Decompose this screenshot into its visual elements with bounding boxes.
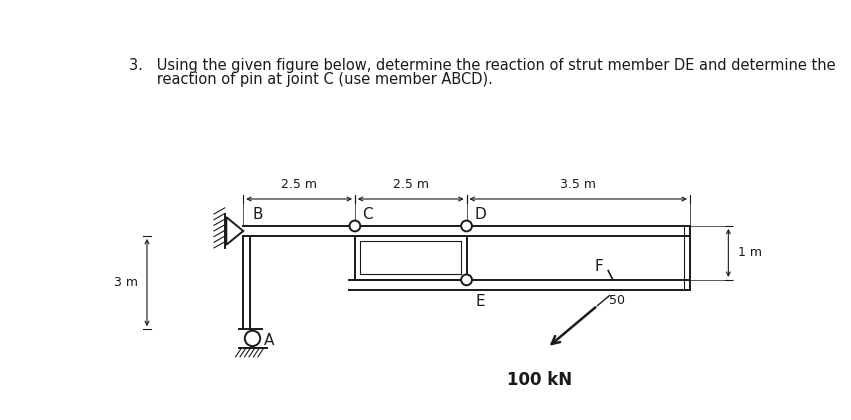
Circle shape [461,220,472,231]
Circle shape [350,220,360,231]
Text: A: A [264,333,274,348]
Text: B: B [253,207,263,222]
Text: 2.5 m: 2.5 m [392,178,429,191]
Text: reaction of pin at joint C (use member ABCD).: reaction of pin at joint C (use member A… [129,72,494,87]
Text: 3.   Using the given figure below, determine the reaction of strut member DE and: 3. Using the given figure below, determi… [129,58,836,73]
Circle shape [245,331,260,346]
Text: 2.5 m: 2.5 m [281,178,317,191]
Text: 3.5 m: 3.5 m [560,178,597,191]
Text: C: C [363,207,374,222]
Text: D: D [474,207,486,222]
Text: 50: 50 [609,294,625,307]
Text: 1 m: 1 m [738,247,762,260]
Text: 100 kN: 100 kN [507,371,572,389]
Text: F: F [595,259,603,274]
Text: E: E [476,294,485,309]
Polygon shape [226,217,243,245]
Text: 3 m: 3 m [114,276,138,289]
Circle shape [461,275,472,285]
